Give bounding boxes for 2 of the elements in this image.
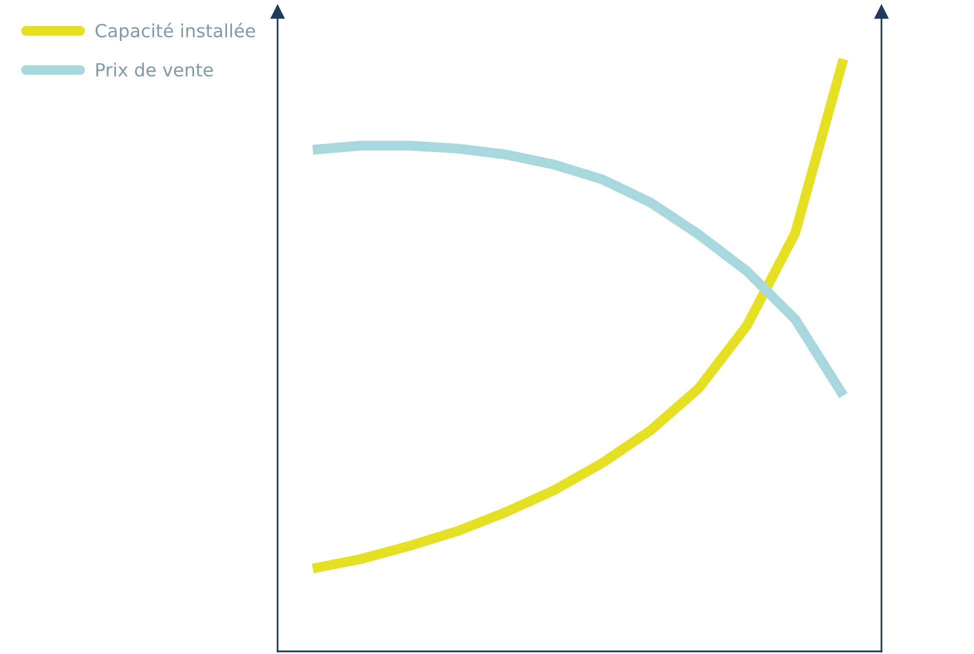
legend-label: Prix de vente: [96, 62, 213, 77]
legend-label: Capacité installée: [96, 22, 255, 41]
